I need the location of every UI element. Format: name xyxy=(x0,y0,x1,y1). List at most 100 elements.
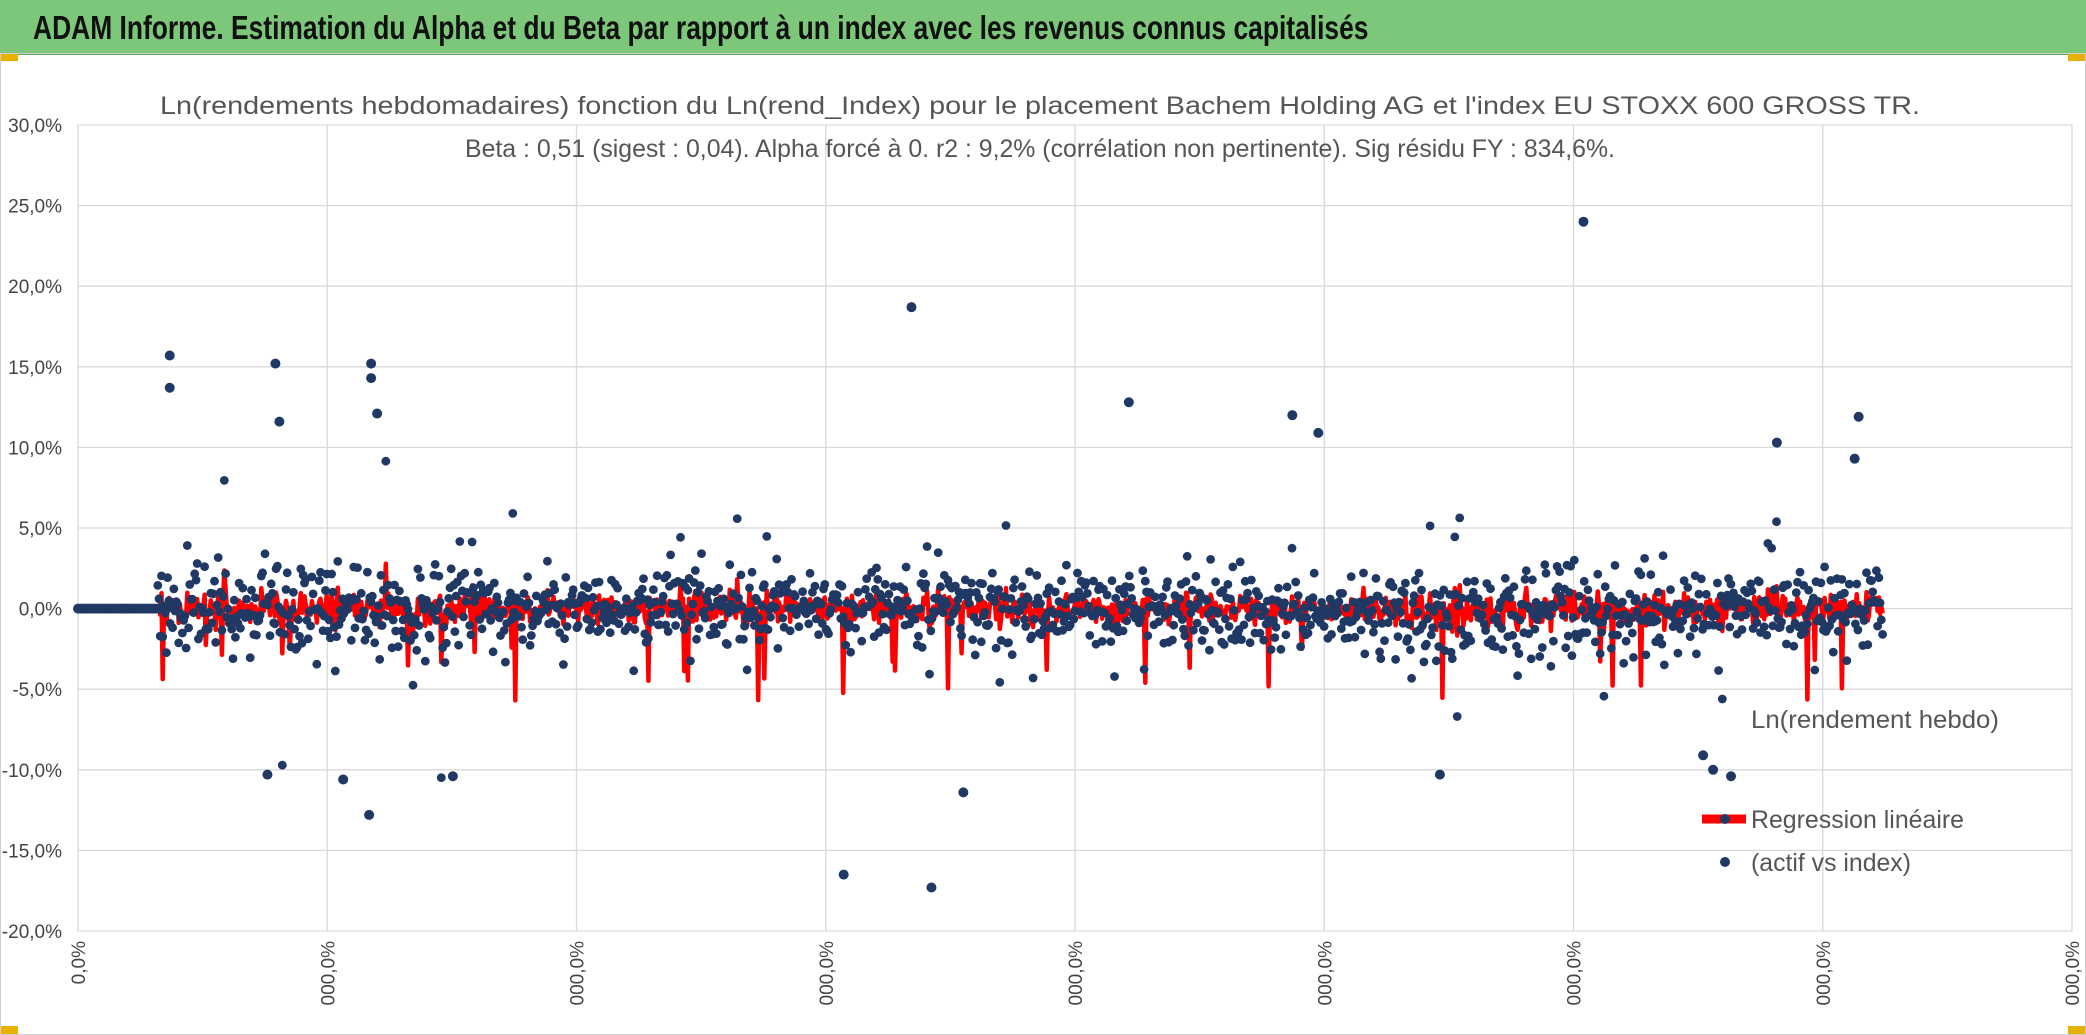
legend-scatter-marker xyxy=(1720,814,1730,824)
data-point xyxy=(919,569,928,578)
data-point xyxy=(1782,639,1791,649)
data-point xyxy=(314,576,324,585)
data-point xyxy=(1791,588,1801,597)
data-point-outlier xyxy=(372,408,383,419)
data-point xyxy=(1036,599,1045,608)
data-point xyxy=(1636,570,1646,580)
data-point xyxy=(1023,594,1033,604)
data-point xyxy=(1418,620,1428,629)
data-point xyxy=(219,476,229,485)
data-point xyxy=(732,514,742,523)
data-point xyxy=(414,621,424,630)
data-point xyxy=(978,579,987,589)
data-point xyxy=(440,658,450,667)
data-point xyxy=(882,625,891,635)
data-point xyxy=(1528,575,1537,585)
data-point xyxy=(297,638,307,648)
data-point xyxy=(217,625,227,635)
data-point xyxy=(917,643,927,652)
data-point xyxy=(746,613,756,623)
data-point xyxy=(1073,568,1082,578)
data-point xyxy=(922,542,932,551)
data-point xyxy=(1682,609,1691,619)
data-point xyxy=(734,593,743,603)
data-point xyxy=(861,585,870,594)
data-point xyxy=(991,643,1001,653)
data-point xyxy=(1632,607,1642,616)
data-point xyxy=(434,571,444,581)
data-point xyxy=(324,615,334,625)
data-point xyxy=(1219,640,1229,649)
data-point xyxy=(816,599,826,609)
data-point xyxy=(1627,628,1637,638)
data-point xyxy=(1309,568,1319,578)
data-point xyxy=(646,617,656,627)
x-tick-label: 000,0% xyxy=(318,941,339,1006)
x-tick-label: 000,0% xyxy=(1066,941,1087,1006)
data-point xyxy=(1308,593,1318,603)
data-point xyxy=(1055,609,1065,619)
data-point xyxy=(1828,647,1838,657)
data-point xyxy=(984,620,994,629)
data-point xyxy=(450,627,460,636)
data-point xyxy=(435,597,445,607)
data-point xyxy=(568,585,578,595)
data-point xyxy=(894,596,904,606)
data-point xyxy=(763,625,773,634)
data-point xyxy=(832,590,842,600)
data-point xyxy=(1206,555,1215,564)
data-point xyxy=(1062,560,1071,570)
data-point xyxy=(1569,555,1579,565)
data-point xyxy=(938,608,948,617)
data-point xyxy=(936,582,945,592)
data-point xyxy=(663,627,673,636)
data-point xyxy=(556,599,566,608)
data-point xyxy=(1350,632,1360,642)
data-point xyxy=(1688,604,1698,614)
data-point xyxy=(1600,582,1610,592)
data-point xyxy=(1444,621,1453,631)
data-point xyxy=(330,666,340,676)
data-point xyxy=(551,619,561,629)
y-tick-label: 15,0% xyxy=(8,358,62,379)
data-point xyxy=(472,590,482,600)
data-point xyxy=(1817,617,1827,627)
data-point xyxy=(451,591,461,601)
data-point xyxy=(374,601,383,610)
data-point xyxy=(976,637,986,647)
data-point xyxy=(677,611,687,620)
data-point xyxy=(1004,638,1013,647)
data-point xyxy=(1606,644,1616,653)
data-point-outlier xyxy=(1771,437,1782,448)
data-point xyxy=(1512,641,1521,651)
data-point xyxy=(1598,617,1608,627)
data-point xyxy=(1006,594,1016,603)
data-point xyxy=(1477,610,1487,620)
data-point xyxy=(1417,585,1426,595)
data-point xyxy=(1530,624,1540,634)
data-point xyxy=(1693,613,1702,623)
data-point xyxy=(1823,603,1833,612)
data-point xyxy=(1021,622,1031,631)
data-point xyxy=(671,621,680,630)
x-axis-ticks: 0,0% 000,0% 000,0% 000,0% 000,0% 000,0% 000,0%… xyxy=(69,941,2084,1006)
data-point xyxy=(583,583,593,593)
data-point xyxy=(747,567,757,577)
data-point xyxy=(1555,567,1564,576)
data-point xyxy=(1218,586,1228,595)
data-point xyxy=(872,563,881,573)
data-point xyxy=(1626,613,1636,622)
corner-marker xyxy=(0,1026,18,1034)
data-point xyxy=(1631,594,1641,603)
data-point xyxy=(759,580,769,589)
data-point xyxy=(236,623,245,633)
data-point xyxy=(964,599,974,608)
data-point xyxy=(814,630,823,639)
data-point xyxy=(1814,597,1823,606)
data-point xyxy=(605,628,615,638)
data-point xyxy=(1872,566,1881,576)
data-point xyxy=(523,572,532,582)
data-point xyxy=(687,610,696,619)
data-point xyxy=(915,604,925,613)
data-point xyxy=(448,612,457,621)
